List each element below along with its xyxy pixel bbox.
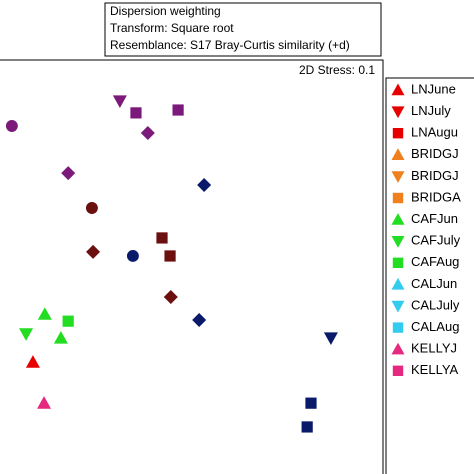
point bbox=[305, 397, 317, 409]
points bbox=[5, 95, 338, 433]
legend-label: BRIDGJ bbox=[411, 146, 459, 161]
point bbox=[192, 312, 207, 327]
point bbox=[25, 355, 40, 368]
legend-label: CAFJuly bbox=[411, 233, 461, 248]
legend-label: LNJune bbox=[411, 81, 456, 96]
legend-label: LNAugu bbox=[411, 125, 458, 140]
annotation: Dispersion weighting bbox=[110, 4, 221, 18]
point bbox=[130, 107, 142, 119]
point bbox=[37, 307, 52, 320]
point bbox=[164, 250, 176, 262]
legend-label: CAFJun bbox=[411, 211, 458, 226]
point bbox=[163, 289, 178, 304]
annotation: Transform: Square root bbox=[110, 21, 234, 35]
legend-label: LNJuly bbox=[411, 103, 451, 118]
info-box bbox=[104, 2, 382, 57]
legend-marker bbox=[391, 236, 405, 248]
legend-marker bbox=[391, 277, 405, 290]
legend-marker bbox=[392, 192, 404, 204]
legend-label: BRIDGA bbox=[411, 189, 461, 204]
legend: LNJune LNJuly LNAugu BRIDGJ BRIDGJ BRIDGA CAFJ… bbox=[391, 81, 461, 377]
point bbox=[19, 328, 34, 341]
legend-marker bbox=[391, 106, 405, 119]
point bbox=[126, 250, 139, 262]
legend-box bbox=[385, 77, 474, 474]
legend-marker bbox=[392, 322, 404, 333]
point bbox=[172, 104, 184, 116]
stress-label: 2D Stress: 0.1 bbox=[299, 63, 375, 77]
legend-marker bbox=[391, 213, 405, 225]
point bbox=[323, 332, 338, 345]
legend-marker bbox=[392, 257, 404, 268]
point bbox=[5, 120, 18, 132]
point bbox=[301, 421, 313, 433]
legend-marker bbox=[391, 342, 405, 355]
plot-frame bbox=[0, 59, 384, 474]
legend-marker bbox=[392, 365, 404, 376]
point bbox=[53, 330, 68, 344]
point bbox=[140, 125, 155, 140]
point bbox=[37, 396, 52, 409]
legend-marker bbox=[391, 300, 405, 313]
legend-label: BRIDGJ bbox=[411, 168, 459, 183]
legend-label: KELLYJ bbox=[411, 341, 457, 356]
legend-label: CAFAug bbox=[411, 254, 459, 269]
legend-label: KELLYA bbox=[411, 362, 459, 377]
point bbox=[112, 95, 127, 108]
legend-marker bbox=[392, 128, 404, 139]
point bbox=[85, 202, 98, 214]
legend-label: CALJuly bbox=[411, 297, 460, 312]
legend-label: CALJun bbox=[411, 276, 457, 291]
legend-marker bbox=[391, 148, 405, 160]
annotation: Resemblance: S17 Bray-Curtis similarity … bbox=[110, 38, 350, 52]
point bbox=[156, 232, 168, 244]
point bbox=[61, 166, 76, 181]
legend-label: CALAug bbox=[411, 319, 459, 334]
point bbox=[197, 178, 212, 193]
legend-marker bbox=[391, 83, 405, 96]
point bbox=[62, 315, 74, 327]
legend-marker bbox=[391, 171, 405, 183]
point bbox=[86, 244, 101, 259]
